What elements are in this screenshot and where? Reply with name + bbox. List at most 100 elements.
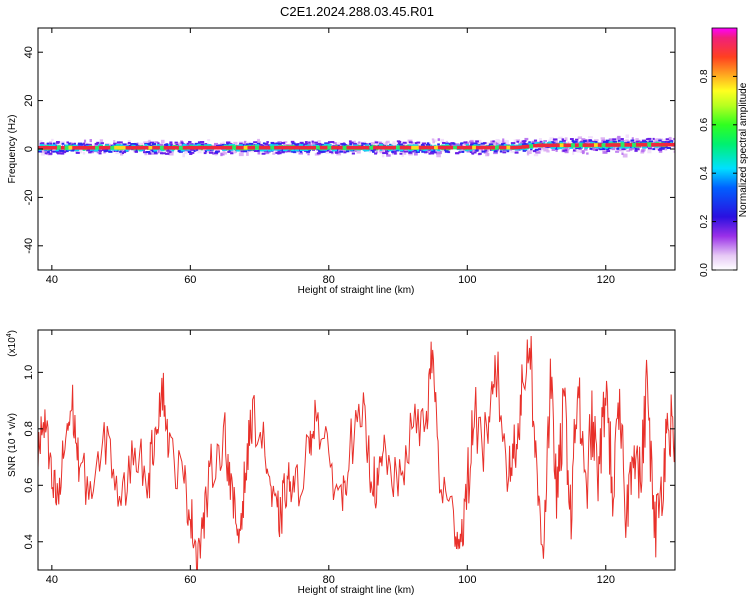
spectrogram-band-cell: [663, 146, 668, 149]
spectrogram-band-cell: [239, 142, 243, 145]
spectrogram-halo-cell: [193, 148, 198, 152]
spectrogram-halo-cell: [404, 142, 409, 146]
spectrogram-band-cell: [203, 144, 208, 147]
spectrogram-halo-cell: [353, 140, 356, 144]
spectrogram-band-cell: [151, 143, 157, 146]
colorbar-tick-label: 0.8: [699, 69, 710, 83]
spectrogram-band-cell: [590, 141, 594, 144]
x-tick-label: 120: [597, 574, 615, 586]
spectrogram-band-cell: [604, 146, 608, 149]
spectrogram-band-cell: [38, 148, 42, 151]
spectrogram-core-cell: [186, 145, 191, 150]
y-tick-label: -40: [23, 238, 35, 254]
spectrogram-halo-cell: [332, 142, 337, 145]
spectrogram-core-cell: [673, 142, 675, 147]
spectrogram-core-cell: [64, 145, 69, 150]
spectrogram-band-cell: [53, 150, 57, 153]
spectrogram-band-cell: [333, 149, 338, 152]
spectrogram-core-cell: [178, 145, 184, 150]
y-tick-label: 40: [23, 46, 35, 58]
spectrogram-band-cell: [608, 141, 613, 144]
spectrogram-core-cell: [293, 145, 298, 150]
spectrogram-band-cell: [115, 143, 120, 146]
spectrogram-band-cell: [606, 150, 611, 153]
spectrogram-halo-cell: [222, 150, 226, 154]
spectrogram-band-cell: [328, 143, 332, 146]
spectrogram-halo-cell: [283, 140, 288, 144]
spectrogram-core-cell: [224, 145, 229, 150]
spectrogram-band-cell: [77, 142, 83, 145]
spectrogram-halo-cell: [213, 142, 219, 147]
spectrogram-band-cell: [206, 144, 212, 147]
spectrogram-band-cell: [458, 151, 461, 154]
spectrogram-band-cell: [331, 149, 335, 152]
x-tick-label: 80: [323, 274, 335, 286]
spectrogram-band-cell: [306, 150, 311, 153]
spectrogram-halo-cell: [78, 149, 83, 154]
spectrogram-band-cell: [66, 141, 69, 144]
spectrogram-band-cell: [502, 151, 507, 154]
spectrogram-band-cell: [392, 150, 397, 153]
spectrogram-core-cell: [201, 145, 206, 150]
spectrogram-x-label: Height of straight line (km): [298, 285, 415, 296]
spectrogram-core-cell: [102, 145, 107, 150]
spectrogram-band-cell: [571, 139, 575, 142]
spectrogram-halo-cell: [407, 139, 413, 143]
spectrogram-core-cell: [395, 145, 401, 150]
spectrogram-band-cell: [146, 151, 151, 154]
spectrogram-band-cell: [616, 147, 620, 150]
spectrogram-core-cell: [167, 145, 172, 150]
spectrogram-band-cell: [304, 143, 309, 146]
spectrogram-band-cell: [634, 149, 638, 152]
spectrogram-halo-cell: [60, 141, 65, 145]
spectrogram-core-cell: [624, 143, 629, 147]
spectrogram-band-cell: [414, 142, 418, 145]
spectrogram-halo-cell: [234, 151, 238, 154]
spectrogram-band-cell: [559, 147, 563, 150]
spectrogram-band-cell: [51, 150, 55, 153]
spectrogram-band-cell: [90, 148, 95, 151]
spectrogram-core-cell: [232, 145, 237, 150]
spectrogram-band-cell: [175, 143, 179, 146]
spectrogram-band-cell: [138, 149, 143, 152]
spectrogram-band-cell: [623, 141, 628, 144]
spectrogram-core-cell: [445, 145, 450, 150]
spectrogram-halo-cell: [468, 140, 474, 143]
spectrogram-core-cell: [571, 143, 576, 147]
spectrogram-core-cell: [243, 145, 248, 150]
spectrogram-band-cell: [116, 141, 121, 144]
spectrogram-core-cell: [144, 145, 149, 150]
spectrogram-band-cell: [510, 142, 516, 145]
spectrogram-band-cell: [298, 144, 304, 147]
spectrogram-band-cell: [470, 144, 474, 147]
spectrogram-band-cell: [471, 152, 475, 155]
spectrogram-band-cell: [56, 141, 60, 144]
spectrogram-band-cell: [572, 149, 576, 152]
spectrogram-band-cell: [515, 144, 520, 147]
spectrogram-halo-cell: [655, 146, 660, 150]
spectrogram-band-cell: [661, 141, 666, 144]
spectrogram-band-cell: [465, 143, 469, 146]
spectrogram-core-cell: [472, 145, 477, 150]
spectrogram-band-cell: [374, 141, 379, 144]
spectrogram-band-cell: [591, 140, 596, 143]
spectrogram-core-cell: [296, 145, 302, 150]
snr-panel: 40 60 80 100 120 0.4 0.6 0.8 1.0 Height of stra…: [6, 329, 676, 596]
spectrogram-band-cell: [421, 142, 427, 145]
spectrogram-band-cell: [264, 142, 268, 145]
spectrogram-band-cell: [278, 152, 282, 155]
spectrogram-band-cell: [420, 144, 425, 147]
spectrogram-halo-cell: [401, 153, 404, 157]
spectrogram-halo-cell: [551, 148, 556, 151]
spectrogram-halo-cell: [564, 146, 569, 150]
spectrogram-halo-cell: [510, 150, 515, 153]
spectrogram-halo-cell: [635, 146, 640, 150]
spectrogram-band-cell: [437, 149, 441, 152]
spectrogram-core-cell: [49, 145, 54, 150]
spectrogram-halo-cell: [588, 136, 593, 139]
spectrogram-halo-cell: [392, 141, 396, 144]
spectrogram-core-cell: [285, 145, 290, 150]
spectrogram-band-cell: [127, 144, 131, 147]
spectrogram-halo-cell: [673, 150, 675, 153]
spectrogram-core-cell: [487, 145, 492, 150]
